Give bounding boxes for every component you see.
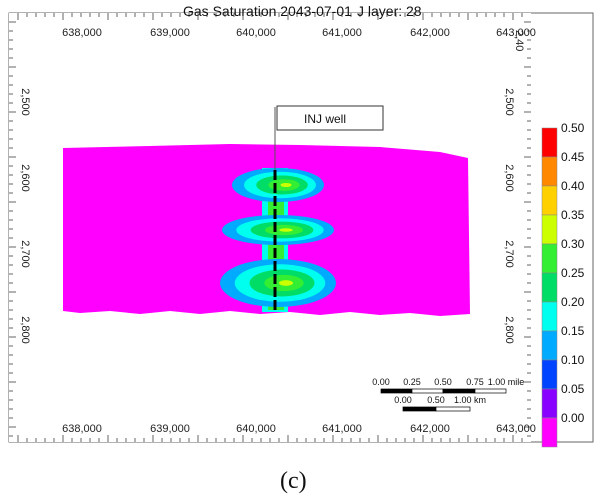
x-tick-label: 640,000 xyxy=(236,27,276,39)
legend-value: 0.00 xyxy=(561,411,585,425)
scale-label-mile: 0.00 xyxy=(372,377,390,387)
scale-label-mile: 0.25 xyxy=(403,377,421,387)
y-axis-labels: 2,500 2,500 2,600 2,600 2,700 2,700 2,800 2,800 xyxy=(19,88,515,344)
scale-bar-segment xyxy=(402,406,437,412)
x-tick-label: 639,000 xyxy=(150,423,190,435)
scale-label-mile: 0.75 xyxy=(466,377,484,387)
scale-label-km: 1.00 km xyxy=(454,395,486,405)
legend-value: 0.40 xyxy=(561,179,585,193)
legend-value: 0.30 xyxy=(561,237,585,251)
legend-swatch xyxy=(541,388,558,419)
legend-value: 0.50 xyxy=(561,121,585,135)
y-corner-label: 2,40 xyxy=(513,30,525,51)
scale-bar-segment xyxy=(380,388,413,394)
legend: 0.50 0.45 0.40 0.35 0.30 0.25 0.20 0.15 0.10 0.05… xyxy=(541,121,585,448)
axis-ticks xyxy=(9,13,531,442)
x-tick-label: 641,000 xyxy=(322,27,362,39)
x-tick-label: 643,000 xyxy=(496,423,536,435)
map-title: Gas Saturation 2043-07-01 xyxy=(183,3,352,19)
scale-bar-segment xyxy=(435,406,471,412)
x-tick-label: 641,000 xyxy=(322,423,362,435)
x-tick-label: 642,000 xyxy=(410,27,450,39)
x-tick-label: 638,000 xyxy=(62,27,102,39)
legend-swatch xyxy=(541,417,558,448)
legend-value: 0.35 xyxy=(561,208,585,222)
y-tick-label: 2,800 xyxy=(19,316,31,344)
y-tick-label: 2,700 xyxy=(503,240,515,268)
y-tick-label: 2,800 xyxy=(503,316,515,344)
plume-contour xyxy=(279,228,293,232)
x-tick-label: 638,000 xyxy=(62,423,102,435)
legend-value: 0.05 xyxy=(561,382,585,396)
scale-label-mile: 1.00 mile xyxy=(488,377,525,387)
legend-swatch xyxy=(541,330,558,361)
scale-label-km: 0.50 xyxy=(427,395,445,405)
legend-value: 0.25 xyxy=(561,266,585,280)
x-axis-labels-top: 638,000 639,000 640,000 641,000 642,000 643,0… xyxy=(62,27,536,39)
x-axis-labels-bottom: 638,000 639,000 640,000 641,000 642,000 643,0… xyxy=(62,423,536,435)
y-tick-label: 2,600 xyxy=(503,164,515,192)
x-tick-label: 643,000 xyxy=(496,27,536,39)
scale-bar-segment xyxy=(442,388,476,394)
y-tick-label: 2,700 xyxy=(19,240,31,268)
x-tick-label: 640,000 xyxy=(236,423,276,435)
y-tick-label: 2,600 xyxy=(19,164,31,192)
legend-swatch xyxy=(541,272,558,303)
legend-value: 0.15 xyxy=(561,324,585,338)
y-tick-label: 2,500 xyxy=(19,88,31,116)
legend-swatch xyxy=(541,214,558,245)
y-tick-label: 2,500 xyxy=(503,88,515,116)
gas-plume xyxy=(220,168,336,312)
legend-swatch xyxy=(541,243,558,274)
x-tick-label: 639,000 xyxy=(150,27,190,39)
legend-swatch xyxy=(541,127,558,158)
well-label: INJ well xyxy=(304,112,346,126)
plume-contour xyxy=(280,182,292,188)
scale-label-km: 0.00 xyxy=(394,395,412,405)
legend-swatch xyxy=(541,156,558,187)
scale-bar-segment xyxy=(411,388,444,394)
scale-label-mile: 0.50 xyxy=(434,377,452,387)
legend-value: 0.10 xyxy=(561,353,585,367)
scale-bar-segment xyxy=(474,388,507,394)
well-label-box xyxy=(276,105,384,131)
plume-contour xyxy=(279,280,293,286)
layer-label: J layer: 28 xyxy=(357,3,422,19)
legend-swatch xyxy=(541,359,558,390)
legend-value: 0.45 xyxy=(561,150,585,164)
legend-swatch xyxy=(541,185,558,216)
legend-value: 0.20 xyxy=(561,295,585,309)
legend-swatch xyxy=(541,301,558,332)
figure-caption: (c) xyxy=(280,468,307,494)
x-tick-label: 642,000 xyxy=(410,423,450,435)
